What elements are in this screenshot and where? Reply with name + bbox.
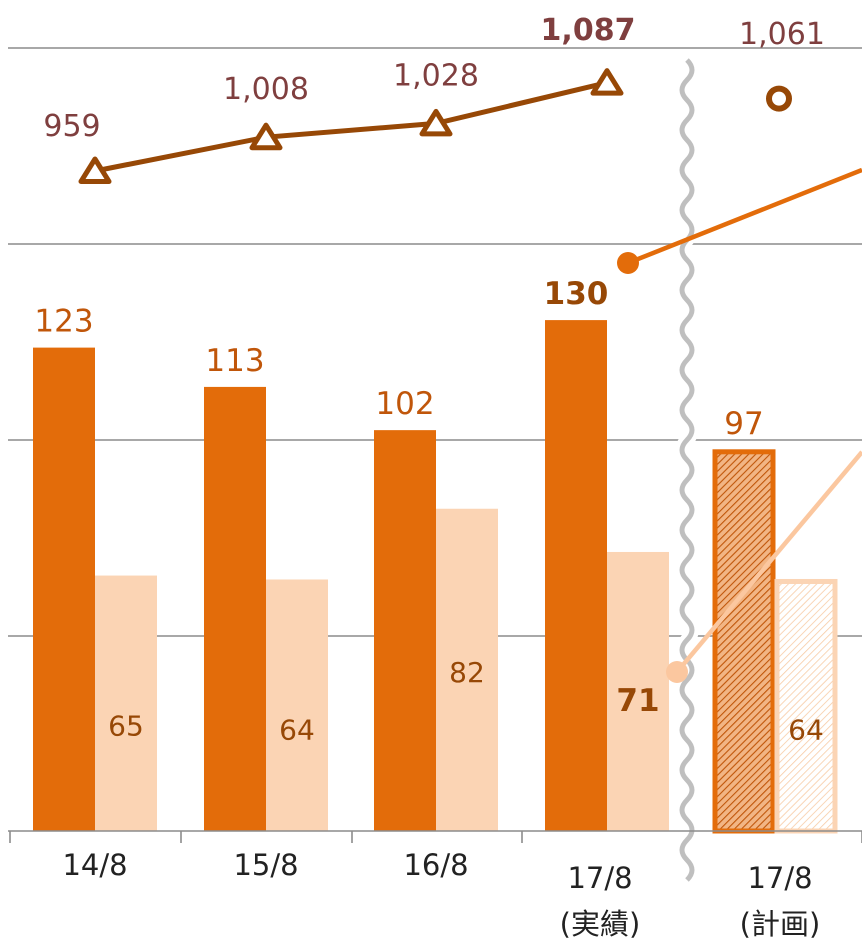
bar-plan-secondary [774, 578, 838, 834]
bar-label-profit-2: 102 [375, 386, 434, 422]
bar-label-profit-3: 130 [544, 276, 609, 312]
bar-secondary-3 [607, 551, 669, 831]
callout-dot-profit [617, 252, 639, 274]
bar-label-secondary-2: 82 [449, 656, 485, 689]
bar-label-secondary-3: 71 [616, 683, 659, 719]
line-marker-1 [249, 122, 283, 151]
bar-secondary-0 [95, 575, 157, 831]
x-tick-label-4: 17/8 [747, 861, 812, 895]
bar-label-secondary-0: 65 [108, 710, 144, 743]
bar-secondary-2 [436, 508, 498, 831]
bar-label-secondary-1: 64 [279, 713, 315, 746]
callout-line-profit [627, 167, 862, 266]
bar-profit-3 [545, 320, 607, 831]
axis-break-wave [679, 58, 695, 882]
bar-label-profit-4: 97 [724, 406, 763, 442]
line-label-2: 1,028 [393, 58, 479, 93]
bar-label-profit-1: 113 [205, 343, 264, 379]
line-label-4: 1,061 [739, 17, 825, 52]
x-tick-label-1: 15/8 [233, 848, 298, 882]
x-tick-note-4: (計画) [740, 907, 821, 941]
x-tick-label-0: 14/8 [62, 848, 127, 882]
callout-line-secondary [675, 450, 862, 674]
bar-secondary-1 [266, 579, 328, 831]
bar-plan-profit [712, 449, 776, 834]
line-total-path [94, 80, 608, 174]
line-label-3: 1,087 [541, 13, 636, 48]
bar-profit-0 [33, 347, 95, 831]
line-marker-plan [766, 85, 792, 112]
line-marker-2 [419, 108, 453, 137]
bar-profit-2 [374, 430, 436, 831]
line-marker-0 [78, 156, 112, 184]
x-tick-label-2: 16/8 [403, 848, 468, 882]
bar-label-profit-0: 123 [34, 304, 93, 340]
line-label-0: 959 [43, 109, 100, 144]
callout-dot-secondary [666, 661, 688, 683]
bar-profit-1 [204, 386, 266, 831]
line-series [78, 68, 862, 683]
data-labels: 123 113 102 130 97 65 64 82 71 64 959 1,008 1,028 1,0… [34, 13, 825, 746]
x-axis: 14/8 15/8 16/8 17/8 (実績) 17/8 (計画) [8, 830, 862, 941]
bars [33, 320, 838, 834]
bar-label-secondary-4: 64 [788, 713, 824, 746]
line-marker-3 [590, 68, 624, 96]
x-tick-note-3: (実績) [560, 907, 641, 941]
x-tick-label-3: 17/8 [567, 861, 632, 895]
axis-break [675, 55, 699, 885]
line-label-1: 1,008 [223, 72, 309, 107]
